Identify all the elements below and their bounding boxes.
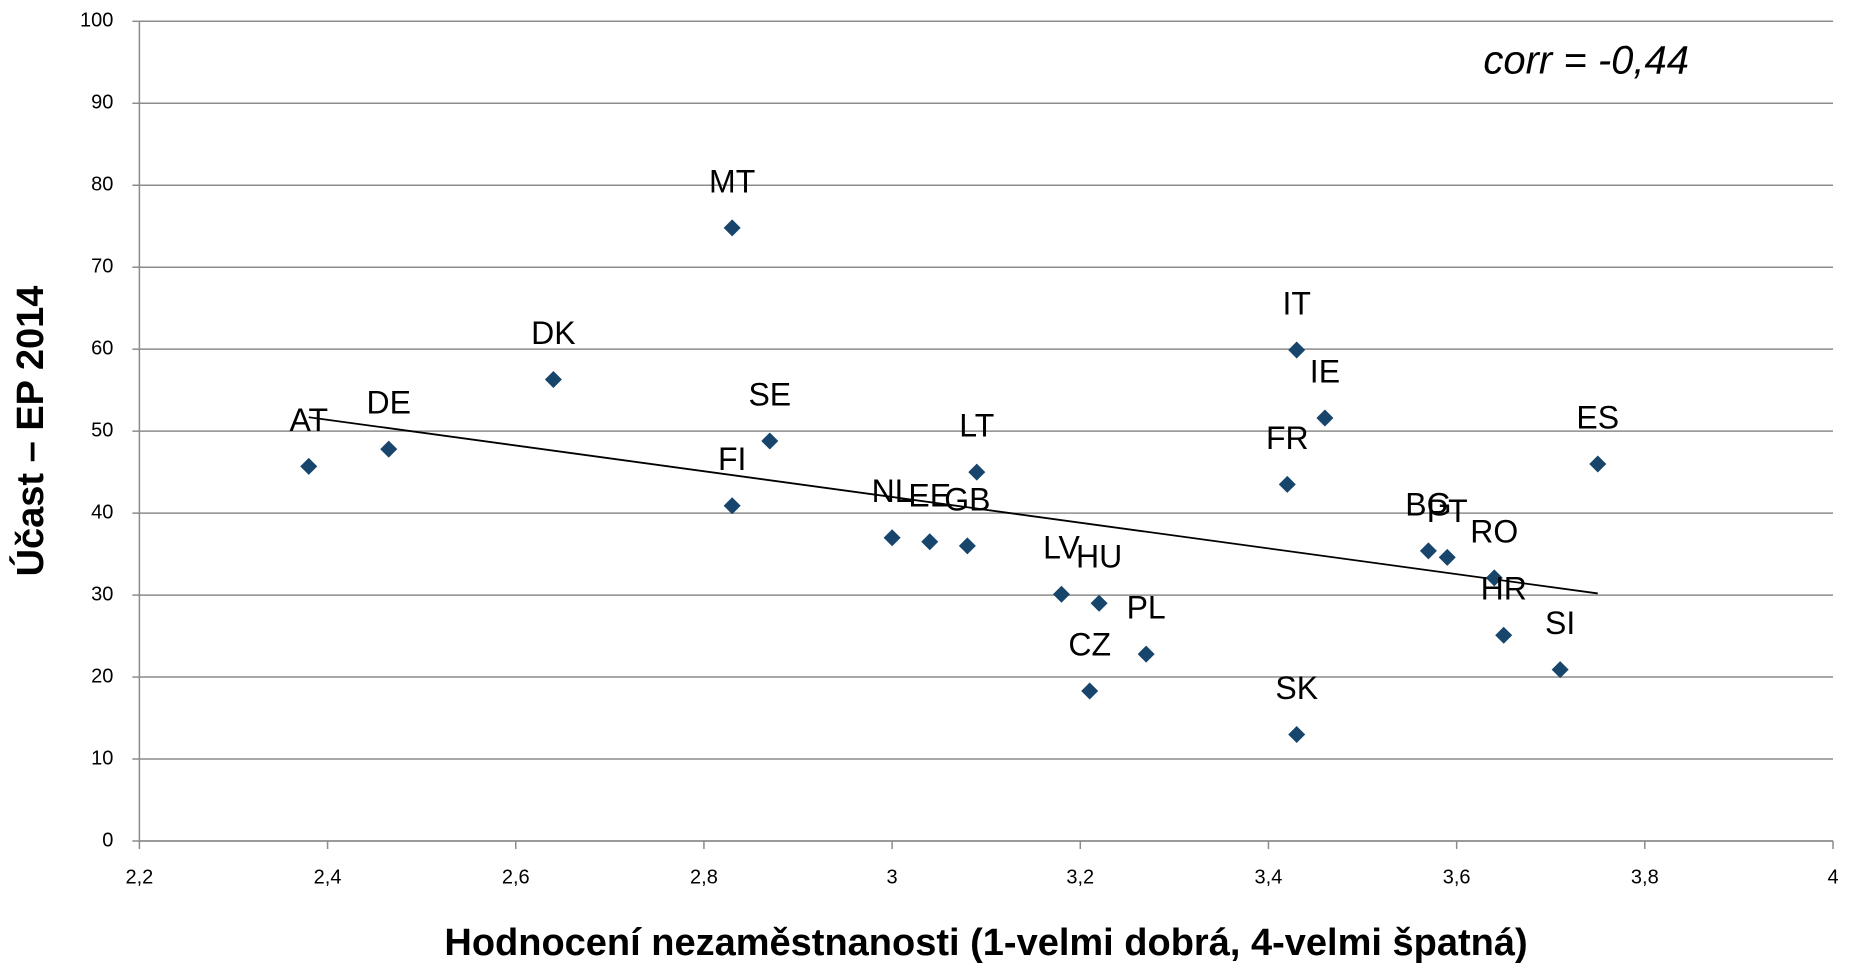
point <box>1052 585 1070 603</box>
point-label: HU <box>1076 539 1122 575</box>
point-label: IE <box>1310 353 1340 389</box>
point-label: DK <box>531 315 575 351</box>
y-tick-label: 90 <box>91 92 113 114</box>
y-tick-label: 30 <box>91 583 113 605</box>
point <box>1288 341 1306 359</box>
x-tick-label: 2,2 <box>125 866 153 888</box>
x-tick-label: 3,2 <box>1066 866 1094 888</box>
x-tick-label: 3,8 <box>1631 866 1659 888</box>
y-tick-label: 60 <box>91 337 113 359</box>
point-label: GB <box>944 481 990 517</box>
point <box>1278 475 1296 493</box>
point <box>380 440 398 458</box>
point-label: CZ <box>1068 626 1111 662</box>
y-tick-label: 50 <box>91 419 113 441</box>
point <box>300 457 318 475</box>
y-tick-label: 80 <box>91 174 113 196</box>
point-label: BG <box>1405 486 1451 522</box>
point <box>1081 682 1099 700</box>
y-tick-label: 40 <box>91 501 113 523</box>
point <box>1288 725 1306 743</box>
point <box>544 371 562 389</box>
point <box>723 497 741 515</box>
point <box>958 537 976 555</box>
point-label: FI <box>718 441 746 477</box>
x-tick-label: 2,8 <box>690 866 718 888</box>
y-tick-label: 10 <box>91 747 113 769</box>
point <box>1090 594 1108 612</box>
point-label: SK <box>1275 670 1318 706</box>
x-tick-label: 3 <box>887 866 898 888</box>
point-label: FR <box>1266 420 1309 456</box>
x-tick-label: 4 <box>1827 866 1838 888</box>
y-tick-label: 0 <box>102 829 113 851</box>
y-tick-label: 20 <box>91 665 113 687</box>
point <box>921 533 939 551</box>
y-tick-label: 70 <box>91 255 113 277</box>
x-tick-label: 3,6 <box>1443 866 1471 888</box>
point <box>1589 455 1607 473</box>
point-label: NL <box>872 473 913 509</box>
x-tick-label: 2,4 <box>314 866 342 888</box>
x-tick-label: 3,4 <box>1255 866 1283 888</box>
point <box>883 529 901 547</box>
point <box>1495 626 1513 644</box>
point <box>1137 645 1155 663</box>
annotation: corr = -0,44 <box>1483 39 1689 83</box>
point <box>1551 661 1569 679</box>
point-label: MT <box>709 163 755 199</box>
y-tick-label: 100 <box>80 10 113 32</box>
point-label: EE <box>908 477 951 513</box>
point <box>761 432 779 450</box>
point-label: SI <box>1545 605 1575 641</box>
point-label: SE <box>748 376 791 412</box>
x-axis-title: Hodnocení nezaměstnanosti (1-velmi dobrá… <box>444 922 1527 964</box>
point-label: DE <box>367 385 411 421</box>
point <box>968 463 986 481</box>
point <box>723 219 741 237</box>
point-label: ES <box>1576 399 1619 435</box>
point <box>1419 542 1437 560</box>
point-label: AT <box>290 402 329 438</box>
trendline <box>308 416 1598 595</box>
point-label: PL <box>1127 590 1166 626</box>
point-label: LV <box>1043 530 1080 566</box>
x-tick-label: 2,6 <box>502 866 530 888</box>
point <box>1316 409 1334 427</box>
point-label: PT <box>1427 493 1468 529</box>
point-label: LT <box>959 408 994 444</box>
point <box>1438 548 1456 566</box>
y-axis-title: Účast – EP 2014 <box>8 286 52 577</box>
point-label: IT <box>1282 285 1310 321</box>
point <box>1485 569 1503 587</box>
point-label: HR <box>1481 571 1527 607</box>
point-label: RO <box>1470 513 1518 549</box>
